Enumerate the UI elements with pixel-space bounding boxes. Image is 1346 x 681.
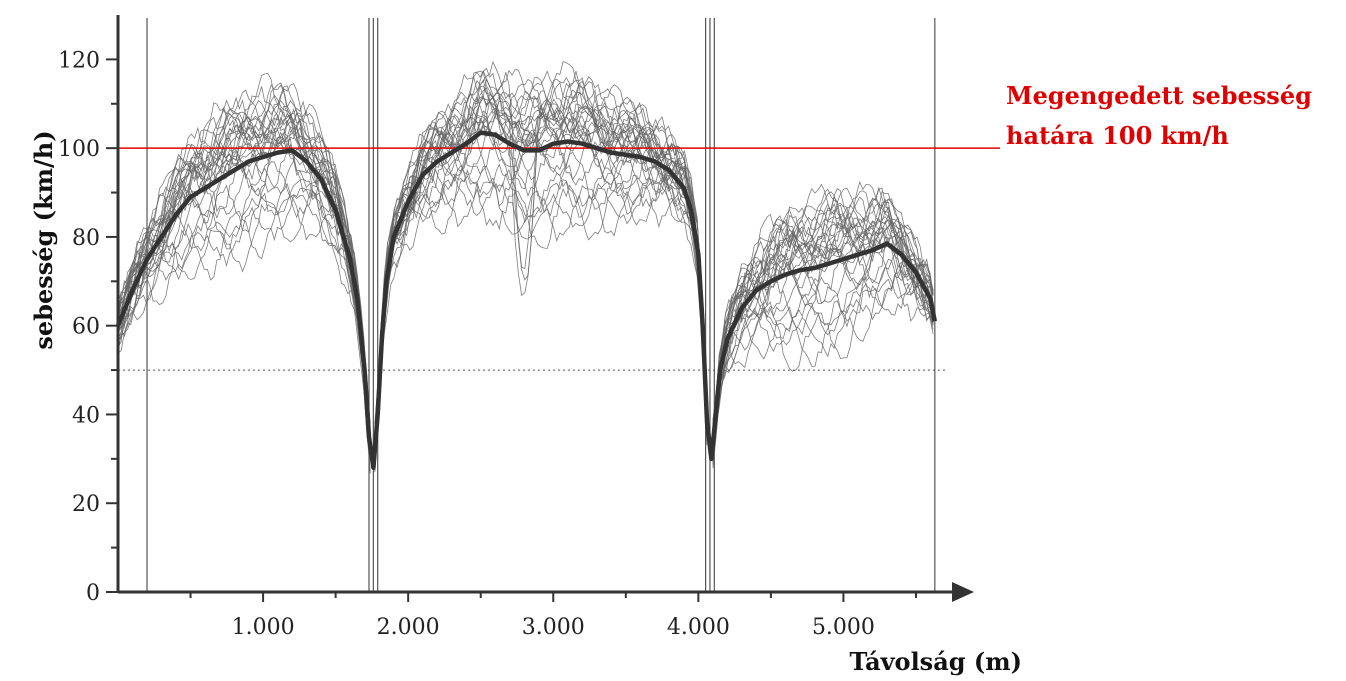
run-line (374, 85, 708, 433)
vertical-markers (146, 18, 936, 592)
run-line (712, 251, 934, 443)
y-tick-label: 0 (86, 581, 100, 606)
x-tick-label: 4.000 (667, 615, 730, 640)
run-line (374, 133, 708, 466)
y-tick-label: 100 (58, 137, 100, 162)
annotation-line-1: Megengedett sebesség (1006, 81, 1312, 110)
run-line (712, 258, 934, 469)
run-line (117, 112, 371, 455)
run-line (712, 222, 934, 444)
run-line (712, 220, 934, 461)
x-axis-arrow (952, 582, 974, 602)
x-tick-label: 1.000 (232, 615, 295, 640)
run-line (712, 187, 934, 465)
run-line (374, 111, 708, 468)
run-line (117, 115, 371, 448)
run-line (712, 196, 934, 422)
x-axis-title: Távolság (m) (850, 647, 1023, 676)
run-line (374, 165, 708, 445)
run-line (117, 178, 371, 456)
run-line (374, 158, 708, 468)
y-tick-label: 60 (72, 315, 100, 340)
run-line (117, 182, 371, 455)
annotation-line-2: határa 100 km/h (1006, 121, 1229, 150)
run-line (117, 126, 371, 443)
run-line (374, 168, 708, 433)
x-tick-label: 5.000 (812, 615, 875, 640)
run-line (117, 86, 371, 450)
run-line (117, 131, 371, 445)
run-line (374, 98, 708, 472)
run-line (117, 100, 371, 446)
run-line (374, 173, 708, 457)
mean-speed-line (115, 130, 938, 470)
y-tick-label: 40 (72, 403, 100, 428)
run-line (374, 60, 708, 455)
run-line (712, 187, 934, 453)
run-line (374, 61, 708, 438)
run-line (374, 96, 708, 458)
y-axis-title: sebesség (km/h) (29, 130, 58, 349)
y-tick-label: 20 (72, 492, 100, 517)
run-line (374, 72, 708, 461)
axes (116, 15, 974, 602)
run-line (712, 254, 934, 432)
run-line (117, 107, 371, 441)
run-line (117, 187, 371, 444)
run-line (712, 210, 934, 457)
run-line (117, 189, 371, 428)
run-line (117, 83, 371, 458)
run-line (374, 95, 708, 434)
y-ticks: 0 20 40 60 80 100 120 (58, 48, 118, 606)
run-line (712, 225, 934, 439)
run-line (117, 131, 371, 444)
y-tick-label: 120 (58, 48, 100, 73)
run-line (117, 194, 371, 459)
run-line (117, 128, 371, 474)
run-line (712, 268, 934, 421)
x-ticks: 1.000 2.000 3.000 4.000 5.000 (189, 592, 917, 640)
x-tick-label: 3.000 (522, 615, 585, 640)
run-line (712, 217, 934, 435)
x-tick-label: 2.000 (377, 615, 440, 640)
run-line (712, 231, 934, 431)
y-tick-label: 80 (72, 226, 100, 251)
run-line (117, 73, 371, 430)
